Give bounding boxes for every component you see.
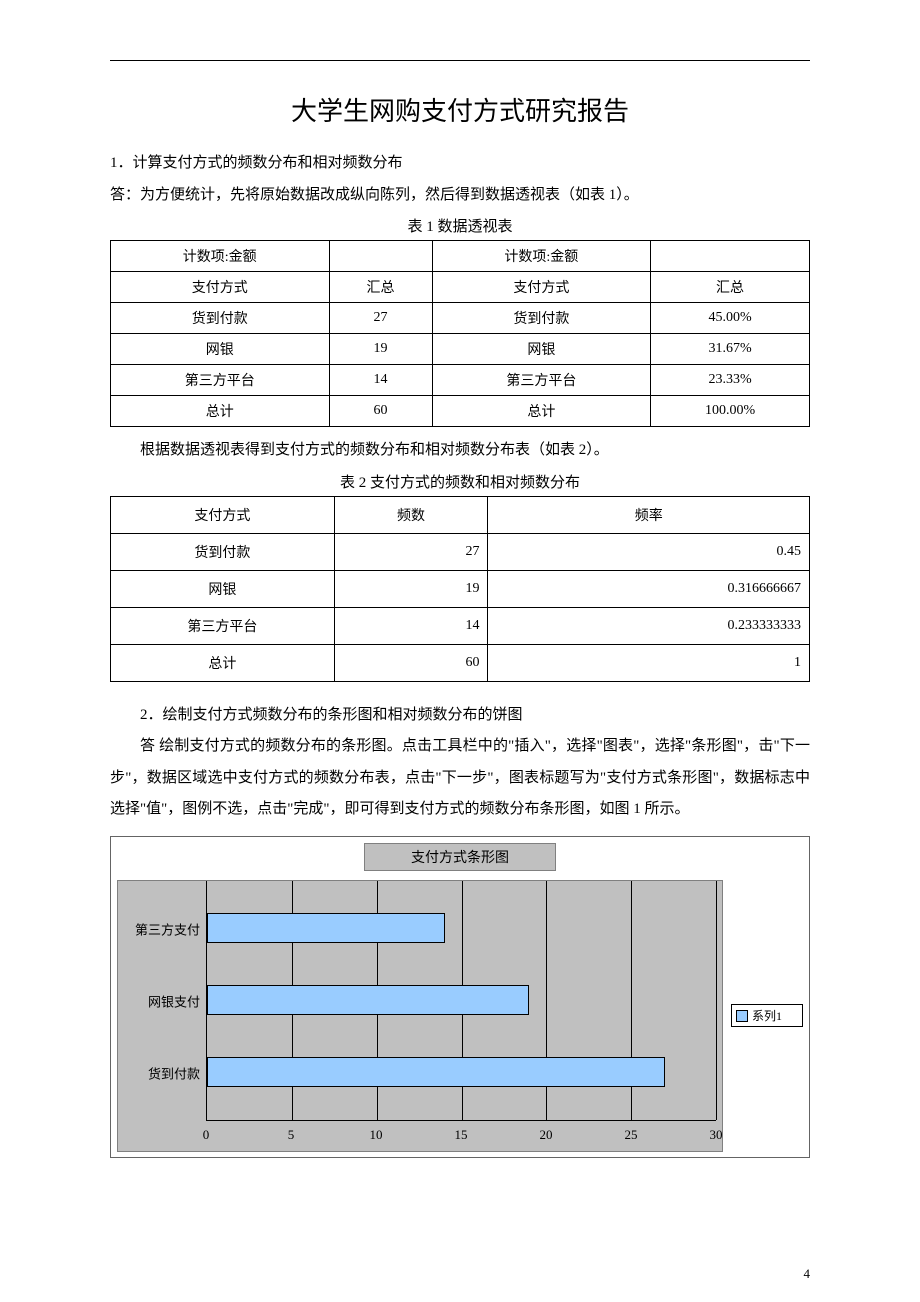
frequency-table: 支付方式 频数 频率 货到付款 27 0.45 网银 19 0.31666666… bbox=[110, 496, 810, 682]
pivot-label: 总计 bbox=[111, 396, 330, 427]
y-label: 网银支付 bbox=[148, 991, 200, 1010]
y-label: 第三方支付 bbox=[135, 919, 200, 938]
table-row: 总计 60 总计 100.00% bbox=[111, 396, 810, 427]
x-tick-label: 25 bbox=[625, 1127, 638, 1143]
freq-count: 14 bbox=[334, 607, 488, 644]
legend-swatch-icon bbox=[736, 1010, 748, 1022]
x-tick-label: 10 bbox=[370, 1127, 383, 1143]
page-number: 4 bbox=[804, 1266, 811, 1282]
table-row: 货到付款 27 0.45 bbox=[111, 533, 810, 570]
x-axis: 051015202530 bbox=[206, 1121, 716, 1151]
pivot-pct: 100.00% bbox=[651, 396, 810, 427]
table-row: 第三方平台 14 0.233333333 bbox=[111, 607, 810, 644]
pivot-header: 计数项:金额 bbox=[111, 241, 330, 272]
x-tick-label: 15 bbox=[455, 1127, 468, 1143]
freq-count: 27 bbox=[334, 533, 488, 570]
document-page: 大学生网购支付方式研究报告 1．计算支付方式的频数分布和相对频数分布 答：为方便… bbox=[0, 0, 920, 1302]
table-row: 货到付款 27 货到付款 45.00% bbox=[111, 303, 810, 334]
pivot-header: 支付方式 bbox=[432, 272, 651, 303]
pivot-header: 汇总 bbox=[329, 272, 432, 303]
chart-bar bbox=[207, 1057, 665, 1087]
freq-rate: 0.45 bbox=[488, 533, 810, 570]
pivot-header: 汇总 bbox=[651, 272, 810, 303]
freq-label: 网银 bbox=[111, 570, 335, 607]
legend-label: 系列1 bbox=[752, 1007, 782, 1024]
pivot-header: 支付方式 bbox=[111, 272, 330, 303]
pivot-pct: 23.33% bbox=[651, 365, 810, 396]
table2-intro: 根据数据透视表得到支付方式的频数分布和相对频数分布表（如表 2）。 bbox=[110, 435, 810, 467]
table-row: 第三方平台 14 第三方平台 23.33% bbox=[111, 365, 810, 396]
pivot-label: 网银 bbox=[432, 334, 651, 365]
table-row: 总计 60 1 bbox=[111, 644, 810, 681]
table1-caption: 表 1 数据透视表 bbox=[110, 215, 810, 236]
table-row: 网银 19 0.316666667 bbox=[111, 570, 810, 607]
freq-count: 60 bbox=[334, 644, 488, 681]
pivot-cell bbox=[329, 241, 432, 272]
chart-body: 第三方支付 网银支付 货到付款 0 5 10 15 20 25 30 系列1 bbox=[117, 881, 803, 1151]
freq-rate: 1 bbox=[488, 644, 810, 681]
y-label: 货到付款 bbox=[148, 1063, 200, 1082]
freq-header: 频数 bbox=[334, 496, 488, 533]
table-row: 支付方式 汇总 支付方式 汇总 bbox=[111, 272, 810, 303]
pivot-count: 14 bbox=[329, 365, 432, 396]
pivot-pct: 31.67% bbox=[651, 334, 810, 365]
pivot-count: 27 bbox=[329, 303, 432, 334]
table-row: 支付方式 频数 频率 bbox=[111, 496, 810, 533]
y-axis: 第三方支付 网银支付 货到付款 bbox=[118, 881, 206, 1121]
top-rule bbox=[110, 60, 810, 61]
pivot-cell bbox=[651, 241, 810, 272]
section2-answer: 答 绘制支付方式的频数分布的条形图。点击工具栏中的"插入"，选择"图表"，选择"… bbox=[110, 731, 810, 826]
pivot-label: 第三方平台 bbox=[111, 365, 330, 396]
freq-header: 频率 bbox=[488, 496, 810, 533]
pivot-count: 19 bbox=[329, 334, 432, 365]
pivot-label: 货到付款 bbox=[111, 303, 330, 334]
pivot-label: 货到付款 bbox=[432, 303, 651, 334]
plot bbox=[206, 881, 716, 1121]
table2-caption: 表 2 支付方式的频数和相对频数分布 bbox=[110, 471, 810, 492]
table-row: 计数项:金额 计数项:金额 bbox=[111, 241, 810, 272]
freq-rate: 0.233333333 bbox=[488, 607, 810, 644]
x-tick-label: 5 bbox=[288, 1127, 295, 1143]
bar-chart: 支付方式条形图 第三方支付 网银支付 货到付款 0 5 10 15 20 25 30 系列1 bbox=[110, 836, 810, 1158]
chart-legend: 系列1 bbox=[731, 1004, 803, 1027]
pivot-count: 60 bbox=[329, 396, 432, 427]
freq-count: 19 bbox=[334, 570, 488, 607]
pivot-header: 计数项:金额 bbox=[432, 241, 651, 272]
chart-bar bbox=[207, 913, 445, 943]
pivot-table: 计数项:金额 计数项:金额 支付方式 汇总 支付方式 汇总 货到付款 27 货到… bbox=[110, 240, 810, 427]
pivot-label: 网银 bbox=[111, 334, 330, 365]
freq-label: 第三方平台 bbox=[111, 607, 335, 644]
table-row: 网银 19 网银 31.67% bbox=[111, 334, 810, 365]
freq-label: 总计 bbox=[111, 644, 335, 681]
document-title: 大学生网购支付方式研究报告 bbox=[110, 91, 810, 128]
pivot-label: 第三方平台 bbox=[432, 365, 651, 396]
freq-rate: 0.316666667 bbox=[488, 570, 810, 607]
x-tick-label: 20 bbox=[540, 1127, 553, 1143]
x-tick-label: 30 bbox=[710, 1127, 723, 1143]
section1-answer: 答：为方便统计，先将原始数据改成纵向陈列，然后得到数据透视表（如表 1）。 bbox=[110, 180, 810, 212]
plot-area: 第三方支付 网银支付 货到付款 0 5 10 15 20 25 30 bbox=[117, 880, 723, 1152]
chart-title: 支付方式条形图 bbox=[364, 843, 556, 871]
freq-label: 货到付款 bbox=[111, 533, 335, 570]
pivot-pct: 45.00% bbox=[651, 303, 810, 334]
freq-header: 支付方式 bbox=[111, 496, 335, 533]
gridline bbox=[716, 881, 717, 1120]
section1-heading: 1．计算支付方式的频数分布和相对频数分布 bbox=[110, 148, 810, 180]
pivot-label: 总计 bbox=[432, 396, 651, 427]
section2-heading: 2．绘制支付方式频数分布的条形图和相对频数分布的饼图 bbox=[110, 700, 810, 732]
x-tick-label: 0 bbox=[203, 1127, 210, 1143]
chart-bar bbox=[207, 985, 529, 1015]
